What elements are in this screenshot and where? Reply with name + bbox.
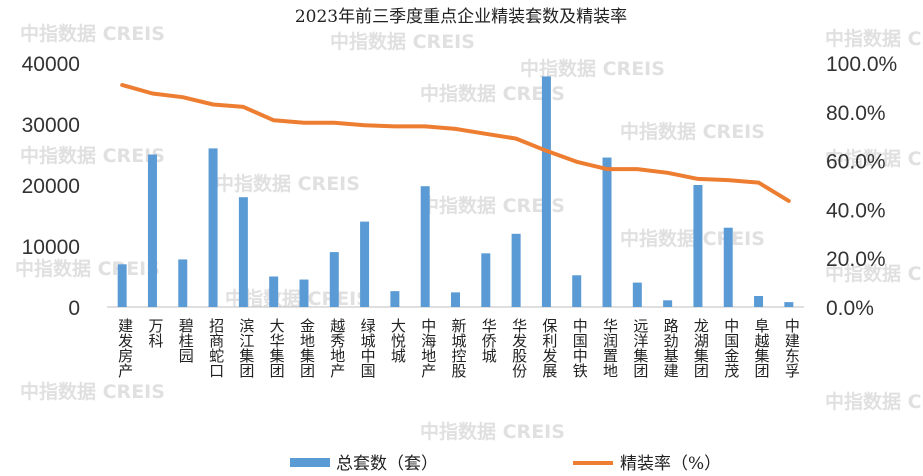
bar-9 [390,291,400,307]
y-right-tick-label: 40.0% [826,199,886,222]
x-tick-label: 碧桂园 [177,318,195,363]
x-tick-label: 阜越集团 [753,318,771,378]
bar-5 [269,276,279,307]
bar-6 [299,279,309,307]
y-left-tick-label: 20000 [22,175,80,198]
x-tick-label: 华侨城 [480,318,498,364]
bar-4 [238,197,248,307]
y-right-tick-label: 60.0% [826,151,886,174]
watermark-text: 中指数据 CREIS [15,257,160,280]
x-tick-label: 大华集团 [268,318,286,378]
x-tick-label: 中海地产 [419,318,437,378]
watermark-text: 中指数据 CREIS [20,22,165,45]
bar-2 [178,259,188,307]
y-left-tick-label: 10000 [22,236,80,259]
bar-16 [602,157,612,307]
legend-label-bars: 总套数（套） [336,454,438,474]
watermark-text: 中指数据 CREIS [420,420,565,443]
bar-21 [754,296,764,307]
watermark-text: 中指数据 CREIS [825,147,923,170]
x-tick-label: 龙湖集团 [692,318,710,378]
bar-22 [784,302,794,307]
watermark-text: 中指数据 CREIS [420,82,565,105]
y-right-tick-label: 0.0% [826,297,874,320]
bar-18 [663,300,673,307]
line-series [120,83,791,203]
watermark-text: 中指数据 CREIS [825,27,923,50]
x-tick-label: 招商蛇口 [207,318,225,378]
bar-0 [117,264,127,307]
bar-19 [693,185,703,307]
y-left-tick-label: 40000 [22,53,80,76]
y-left-tick-label: 30000 [22,114,80,137]
bar-20 [723,227,733,307]
bar-8 [360,221,370,307]
bar-14 [541,76,551,307]
x-tick-label: 华润置地 [601,318,619,378]
chart-title: 2023年前三季度重点企业精装套数及精装率 [295,7,627,27]
y-right-tick-label: 20.0% [826,248,886,271]
bar-17 [632,282,642,307]
watermark-text: 中指数据 CREIS [215,172,360,195]
watermark-text: 中指数据 CREIS [20,144,165,167]
x-tick-label: 保利发展 [540,318,558,378]
watermark-text: 中指数据 CREIS [520,57,665,80]
watermark-text: 中指数据 CREIS [620,227,765,250]
x-tick-label: 大悦城 [389,318,407,364]
x-tick-label: 远洋集团 [631,318,649,378]
y-left-tick-label: 0 [68,297,80,320]
bar-12 [481,253,491,307]
watermark-text: 中指数据 CREIS [825,262,923,285]
x-tick-label: 新城控股 [450,318,468,379]
watermark-text: 中指数据 CREIS [825,390,923,413]
y-right-tick-label: 100.0% [826,53,897,76]
watermark-text: 中指数据 CREIS [420,194,565,217]
x-tick-label: 越秀地产 [328,318,346,378]
y-axis-left: 0 10000 20000 30000 40000 [22,53,80,320]
bar-1 [147,154,157,307]
x-tick-label: 金地集团 [298,318,316,378]
watermark-text: 中指数据 CREIS [20,380,165,403]
bar-10 [420,186,430,307]
x-tick-labels: 建发房产 万科 碧桂园 招商蛇口 滨江集团 大华集团 金地集团 越秀地产 绿城中国 大悦城 中海地产… [116,318,801,379]
legend: 总套数（套） 精装率（%） [290,454,721,474]
bar-13 [511,233,521,307]
x-tick-label: 路劲基建 [662,318,680,378]
x-tick-label: 华发股份 [510,318,528,379]
bar-series [117,76,794,307]
bar-15 [572,275,582,307]
bar-11 [451,292,460,307]
bar-7 [329,252,339,307]
y-axis-right: 0.0% 20.0% 40.0% 60.0% 80.0% 100.0% [826,53,897,320]
legend-swatch-bars [290,458,330,467]
x-tick-label: 建发房产 [116,318,134,378]
x-tick-label: 滨江集团 [237,318,255,378]
x-tick-label: 中国金茂 [722,318,740,379]
legend-label-line: 精装率（%） [620,454,721,474]
watermark-text: 中指数据 CREIS [330,30,475,53]
x-tick-label: 中建东孚 [783,318,801,378]
watermark-text: 中指数据 CREIS [620,120,765,143]
y-right-tick-label: 80.0% [826,102,886,125]
x-tick-label: 绿城中国 [359,318,377,378]
x-tick-label: 中国中铁 [571,318,589,378]
x-tick-label: 万科 [146,318,164,348]
bar-3 [208,148,218,307]
